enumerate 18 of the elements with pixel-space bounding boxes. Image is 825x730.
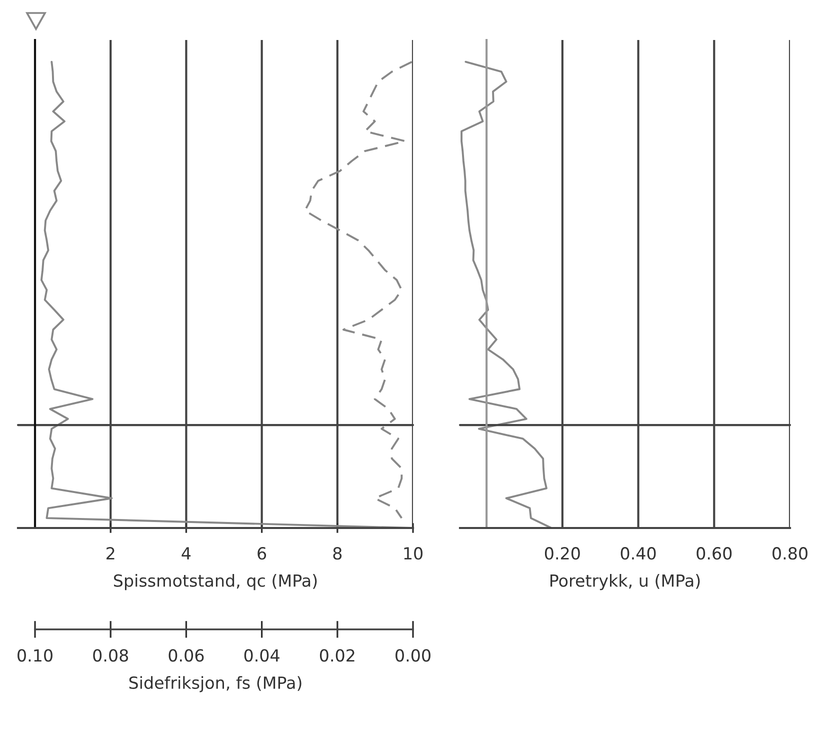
x-tick-label: 8	[333, 547, 342, 560]
x-tick-label: 0.80	[772, 547, 808, 560]
x-tick-label: 6	[258, 547, 266, 560]
x-tick-label: 4	[182, 547, 191, 560]
x-tick-label: 0.60	[696, 547, 732, 560]
x2-tick-label: 0.00	[396, 649, 430, 662]
x2-tick-label: 0.02	[320, 649, 354, 662]
x-tick-label: 0.20	[544, 547, 580, 560]
x-axis-title: Poretrykk, u (MPa)	[550, 574, 700, 590]
x2-axis-title: Sidefriksjon, fs (MPa)	[129, 676, 302, 692]
x2-tick-label: 0.06	[168, 649, 204, 662]
x2-tick-label: 0.08	[93, 649, 128, 662]
x-tick-label: 0.40	[620, 547, 656, 560]
x2-tick-label: 0.10	[18, 649, 52, 662]
x-tick-label: 2	[106, 547, 114, 560]
x2-tick-label: 0.04	[244, 649, 280, 662]
x-axis-title: Spissmotstand, qc (MPa)	[114, 574, 317, 590]
x-tick-label: 10	[404, 547, 422, 560]
